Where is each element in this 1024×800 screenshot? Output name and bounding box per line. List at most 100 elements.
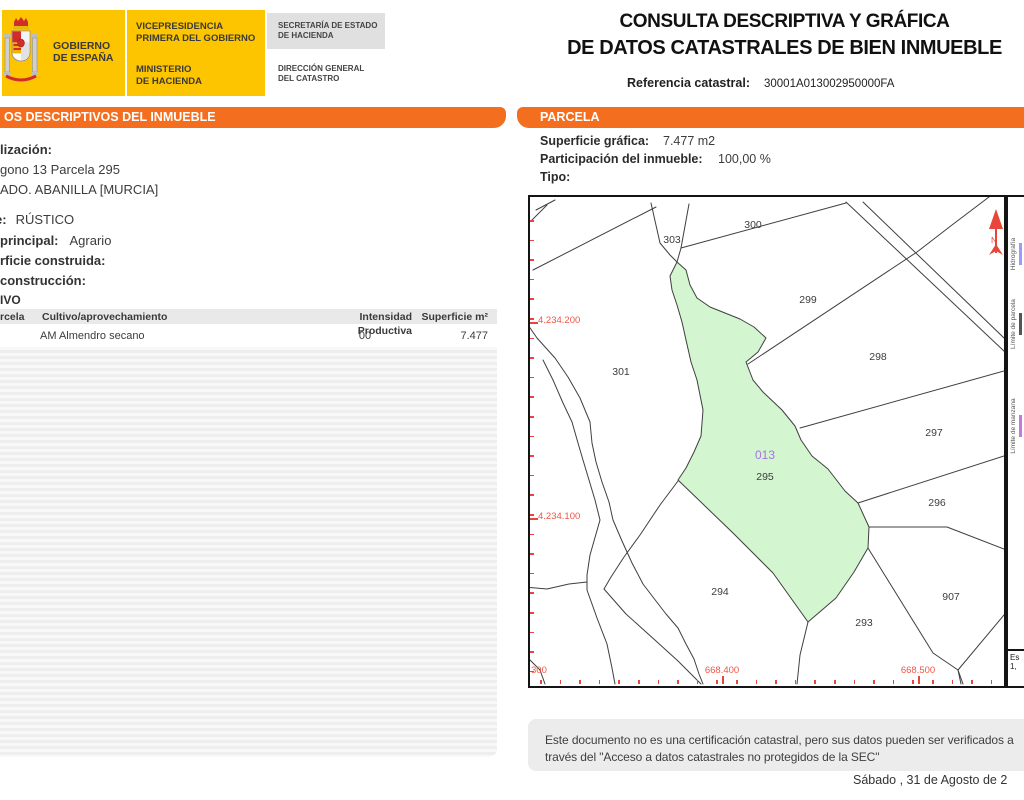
left-edge-tick [530,474,534,477]
easting-coordinate-label: 668.400 [704,665,740,676]
clase-label: e: [0,212,7,227]
title-line-1: CONSULTA DESCRIPTIVA Y GRÁFICA [619,11,950,32]
direccion-general-box: DIRECCIÓN GENERAL DEL CATASTRO [267,58,385,90]
parcel-number-label: 301 [612,366,630,378]
col-superficie: Superficie m² [421,311,488,323]
map-legend-strip: Es 1, Hidrografía Límite de parcela Límite… [1006,195,1024,688]
left-edge-tick [530,337,534,340]
clase-value: RÚSTICO [15,212,75,227]
bottom-edge-tick [540,680,542,684]
left-edge-tick [530,592,534,594]
bottom-edge-tick [794,680,797,684]
superficie-grafica-label: Superficie gráfica: [540,134,650,148]
left-edge-tick [530,455,534,457]
cadastral-reference: Referencia catastral: 30001A013002950000F… [627,76,894,90]
map-parcel-geometry: N [530,197,1004,685]
uso-principal-value: Agrario [69,233,112,248]
cell-intensidad: 00 [358,330,372,342]
easting-coordinate-label: 668.500 [900,665,936,676]
bottom-edge-tick [932,680,934,684]
bottom-edge-tick [971,680,973,684]
north-compass-icon: N [989,209,1003,255]
secretaria-estado-label: SECRETARÍA DE ESTADO DE HACIENDA [278,21,378,40]
parcel-number-label: 296 [928,497,946,509]
left-edge-tick [530,651,534,653]
cultivo-section-title: IVO [0,293,21,307]
northing-coordinate-label: 4.234.100 [538,511,581,522]
cultivo-table-header: rcela Cultivo/aprovechamiento Intensidad… [0,309,497,337]
superficie-grafica-line: Superficie gráfica: 7.477 m2 [540,134,715,148]
left-edge-tick [530,357,534,359]
left-edge-tick [530,416,534,418]
left-edge-tick [530,278,534,281]
localizacion-label: lización: [0,142,53,157]
legend-item-symbol [1019,415,1022,437]
bottom-edge-tick [873,680,875,684]
coordinate-label-tick [530,518,538,520]
disclaimer-line-2: través del "Acceso a datos catastrales n… [545,750,880,764]
highlighted-parcel-id-label: 013 [754,448,776,462]
bottom-edge-tick [716,680,718,684]
bottom-edge-tick [990,680,993,684]
clase-line: e: RÚSTICO [0,212,74,227]
parcel-number-label: 300 [744,219,762,231]
anio-construccion-label: construcción: [0,273,86,288]
cadastral-reference-value: 30001A013002950000FA [763,78,895,90]
cell-superficie: 7.477 [460,330,488,342]
superficie-grafica-value: 7.477 m2 [663,134,716,148]
left-edge-tick [530,631,534,634]
scale-text-1: Es [1010,653,1020,662]
bottom-edge-tick [912,680,914,684]
legend-item-label: Límite de manzana [1010,398,1017,454]
bottom-edge-tick [755,680,758,684]
localizacion-line-poligono: gono 13 Parcela 295 [0,162,120,177]
col-subparcela: rcela [0,311,25,323]
bottom-edge-tick [892,680,895,684]
bottom-edge-tick [677,680,679,684]
document-title: CONSULTA DESCRIPTIVA Y GRÁFICA DE DATOS … [545,8,1024,62]
parcel-number-label: 295 [756,471,774,483]
coordinate-label-tick [918,676,920,684]
cell-cultivo: AM Almendro secano [40,330,145,342]
highlighted-parcel-polygon [669,261,870,623]
left-edge-tick [530,239,534,242]
bottom-edge-tick [618,680,620,684]
left-edge-tick [530,670,534,673]
cultivo-table-row: AM Almendro secano 00 7.477 [0,330,497,343]
legend-item-symbol [1019,313,1022,335]
bottom-edge-tick [814,680,816,684]
uso-principal-label: principal: [0,233,59,248]
legend-item-label: Límite de parcela [1010,299,1017,349]
bottom-edge-tick [638,680,640,684]
secretaria-estado-box: SECRETARÍA DE ESTADO DE HACIENDA [267,13,385,49]
parcel-number-label: 298 [869,351,887,363]
bottom-edge-tick [696,680,699,684]
left-edge-tick [530,514,534,516]
cultivo-table-body-stripes [0,347,497,757]
title-line-2: DE DATOS CATASTRALES DE BIEN INMUEBLE [567,37,1002,59]
col-intensidad: Intensidad Productiva [357,311,412,337]
coordinate-label-tick [530,322,538,324]
legend-item-label: Hidrografía [1010,237,1017,271]
bottom-edge-tick [559,680,562,684]
left-edge-tick [530,494,534,496]
cadastral-map[interactable]: N 300 303 299 298 301 297 013 295 296 294 907 293 4.… [528,195,1006,688]
disclaimer-box: Este documento no es una certificación c… [528,719,1024,771]
left-edge-tick [530,259,534,261]
easting-coordinate-label: 300 [531,665,547,676]
bottom-edge-tick [736,680,738,684]
northing-coordinate-label: 4.234.200 [538,315,581,326]
ministerio-label: MINISTERIO DE HACIENDA [136,64,202,87]
disclaimer-line-1: Este documento no es una certificación c… [545,733,1014,747]
scale-box: Es 1, [1008,649,1024,686]
bottom-edge-tick [579,680,581,684]
left-edge-tick [530,533,534,536]
bottom-edge-tick [598,680,601,684]
section-header-parcela: PARCELA [517,107,1024,128]
col-cultivo: Cultivo/aprovechamiento [42,311,168,323]
left-edge-tick [530,298,534,300]
left-edge-tick [530,553,534,555]
left-edge-tick [530,572,534,575]
parcel-number-label: 907 [942,591,960,603]
